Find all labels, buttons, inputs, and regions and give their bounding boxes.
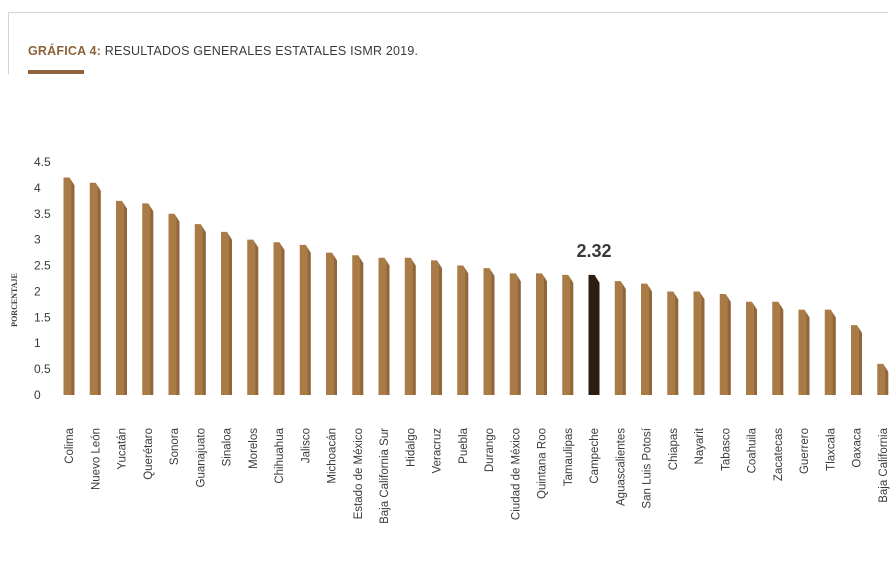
bar	[641, 283, 652, 395]
bar	[116, 200, 127, 395]
chart-title-prefix: GRÁFICA 4:	[28, 44, 102, 58]
bar	[378, 257, 390, 395]
y-tick-label: 2	[34, 284, 41, 298]
bar	[719, 294, 731, 395]
data-label: 2.32	[576, 241, 611, 261]
bar	[588, 274, 600, 395]
x-tick-label: Michoacán	[327, 428, 339, 484]
x-tick-label: Nuevo León	[90, 428, 102, 490]
x-tick-label: Jalisco	[300, 428, 312, 463]
x-tick-label: Tabasco	[720, 428, 732, 471]
bar	[824, 309, 836, 395]
x-tick-label: San Luis Potosí	[642, 427, 654, 508]
x-tick-label: Zacatecas	[773, 428, 785, 481]
bar	[772, 301, 784, 395]
bar	[693, 291, 705, 395]
x-tick-label: Baja California Sur	[379, 428, 391, 524]
y-tick-label: 0	[34, 388, 41, 402]
title-accent-bar	[28, 70, 84, 74]
x-tick-label: Nayarit	[694, 427, 706, 464]
x-tick-label: Durango	[484, 428, 496, 472]
chart-title-text: RESULTADOS GENERALES ESTATALES ISMR 2019…	[101, 44, 419, 58]
y-tick-label: 4.5	[34, 155, 51, 169]
x-tick-label: Coahuila	[747, 427, 759, 473]
bar	[89, 182, 101, 395]
x-tick-label: Tlaxcala	[825, 427, 837, 470]
bar	[509, 273, 521, 395]
bar	[221, 231, 232, 395]
y-tick-label: 1	[34, 336, 41, 350]
bar	[667, 291, 679, 395]
x-tick-label: Sonora	[169, 427, 181, 465]
y-axis-label: PORCENTAJE	[10, 273, 19, 327]
x-tick-label: Querétaro	[143, 428, 155, 480]
bar	[614, 281, 626, 395]
x-tick-label: Hidalgo	[405, 428, 417, 467]
x-tick-label: Ciudad de México	[510, 428, 522, 520]
bar	[746, 301, 757, 395]
y-tick-label: 4	[34, 181, 41, 195]
bar	[63, 177, 75, 395]
bar	[326, 252, 337, 395]
bar	[194, 224, 206, 395]
y-tick-label: 3.5	[34, 207, 51, 221]
bar	[851, 325, 862, 395]
x-tick-label: Quintana Roo	[537, 428, 549, 499]
frame-top-line	[8, 12, 888, 13]
y-tick-label: 2.5	[34, 259, 51, 273]
bars	[63, 177, 889, 395]
y-tick-label: 0.5	[34, 362, 51, 376]
x-tick-label: Chiapas	[668, 428, 680, 470]
x-tick-label: Veracruz	[432, 428, 444, 474]
x-tick-label: Chihuahua	[274, 427, 286, 483]
x-tick-label: Morelos	[248, 428, 260, 469]
x-tick-label: Estado de México	[353, 428, 365, 519]
x-tick-label: Colima	[64, 427, 76, 463]
bar	[798, 309, 810, 395]
frame-left-line	[8, 12, 9, 74]
x-tick-label: Tamaulipas	[563, 428, 575, 486]
chart-title: GRÁFICA 4: RESULTADOS GENERALES ESTATALE…	[28, 44, 418, 58]
y-tick-label: 1.5	[34, 310, 51, 324]
bar	[168, 213, 180, 395]
x-tick-label: Campeche	[589, 428, 601, 484]
x-tick-label: Yucatán	[117, 428, 129, 470]
bar	[352, 255, 364, 395]
bar	[457, 265, 469, 395]
bar	[536, 273, 547, 395]
x-tick-label: Aguascalientes	[615, 428, 627, 506]
y-axis: 0 0.5 1 1.5 2 2.5 3 3.5 4 4.5	[34, 155, 51, 402]
x-tick-label: Puebla	[458, 427, 470, 463]
bar	[299, 244, 311, 395]
x-tick-label: Oaxaca	[852, 427, 864, 467]
bar	[431, 260, 442, 395]
x-tick-label: Baja California	[878, 427, 890, 502]
bar	[247, 239, 259, 395]
x-tick-label: Guerrero	[799, 428, 811, 474]
x-tick-label: Guanajuato	[195, 428, 207, 487]
bar	[483, 268, 495, 395]
bar	[273, 242, 285, 395]
bar	[562, 274, 574, 395]
bar	[404, 257, 416, 395]
x-axis-labels: Colima Nuevo León Yucatán Querétaro Sonora Gu…	[64, 427, 890, 524]
y-tick-label: 3	[34, 233, 41, 247]
annotations: 2.32	[576, 241, 611, 261]
bar	[877, 363, 889, 395]
bar	[142, 203, 154, 395]
x-tick-label: Sinaloa	[222, 427, 234, 466]
